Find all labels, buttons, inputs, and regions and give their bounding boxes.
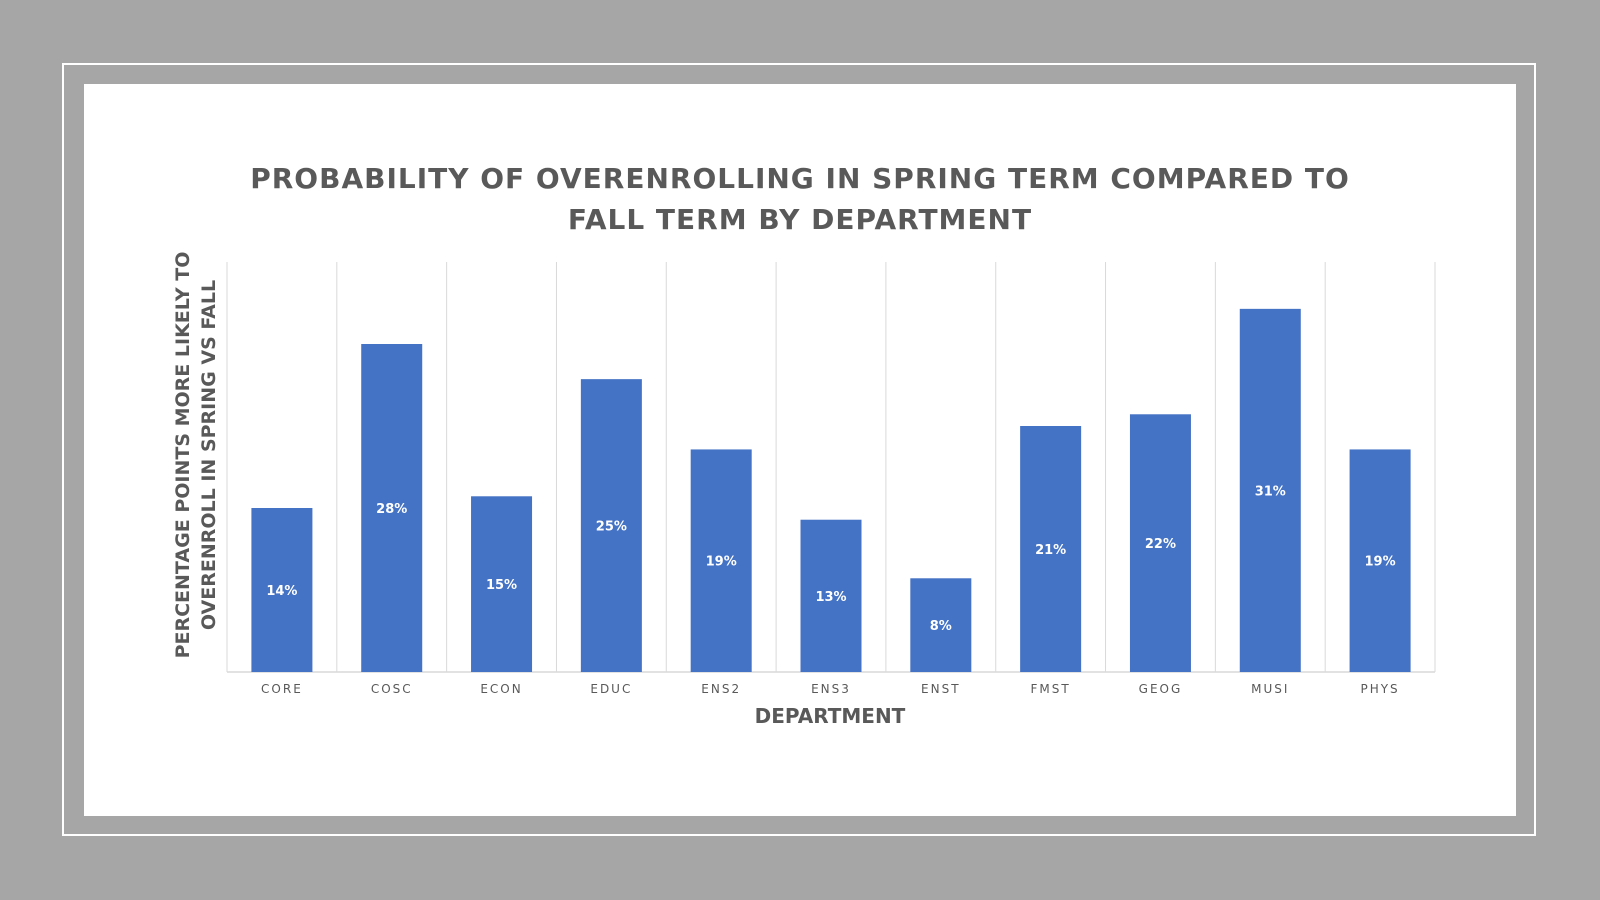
x-tick-label-cosc: COSC — [371, 682, 413, 696]
x-tick-label-educ: EDUC — [590, 682, 632, 696]
x-tick-label-core: CORE — [261, 682, 303, 696]
x-tick-label-musi: MUSI — [1251, 682, 1289, 696]
bar-ens3 — [800, 519, 862, 672]
x-tick-label-ens3: ENS3 — [811, 682, 851, 696]
x-tick-label-econ: ECON — [480, 682, 522, 696]
bar-cosc — [361, 344, 423, 672]
data-label-musi: 31% — [1255, 484, 1286, 499]
data-label-educ: 25% — [596, 520, 627, 535]
data-label-cosc: 28% — [376, 502, 407, 517]
data-label-core: 14% — [266, 584, 297, 599]
data-label-phys: 19% — [1365, 555, 1396, 570]
bar-musi — [1239, 308, 1301, 672]
x-tick-label-enst: ENST — [921, 682, 961, 696]
x-axis-title: DEPARTMENT — [754, 704, 906, 728]
bar-geog — [1129, 414, 1191, 672]
data-label-ens2: 19% — [706, 555, 737, 570]
data-label-enst: 8% — [930, 619, 952, 634]
chart-title: PROBABILITY OF OVERENROLLING IN SPRING T… — [0, 158, 1600, 240]
data-label-fmst: 21% — [1035, 543, 1066, 558]
bar-educ — [580, 379, 642, 672]
x-tick-label-ens2: ENS2 — [701, 682, 741, 696]
data-label-geog: 22% — [1145, 537, 1176, 552]
outer-frame — [62, 63, 1536, 836]
data-label-ens3: 13% — [815, 590, 846, 605]
bar-core — [251, 508, 313, 672]
bar-econ — [471, 496, 533, 672]
chart-title-line-2: FALL TERM BY DEPARTMENT — [567, 203, 1033, 236]
data-label-econ: 15% — [486, 578, 517, 593]
bar-ens2 — [690, 449, 752, 672]
x-tick-label-fmst: FMST — [1031, 682, 1071, 696]
bar-phys — [1349, 449, 1411, 672]
x-tick-label-geog: GEOG — [1139, 682, 1183, 696]
bar-enst — [910, 578, 972, 672]
chart-title-line-1: PROBABILITY OF OVERENROLLING IN SPRING T… — [250, 162, 1350, 195]
x-tick-label-phys: PHYS — [1360, 682, 1399, 696]
bar-fmst — [1020, 426, 1082, 672]
